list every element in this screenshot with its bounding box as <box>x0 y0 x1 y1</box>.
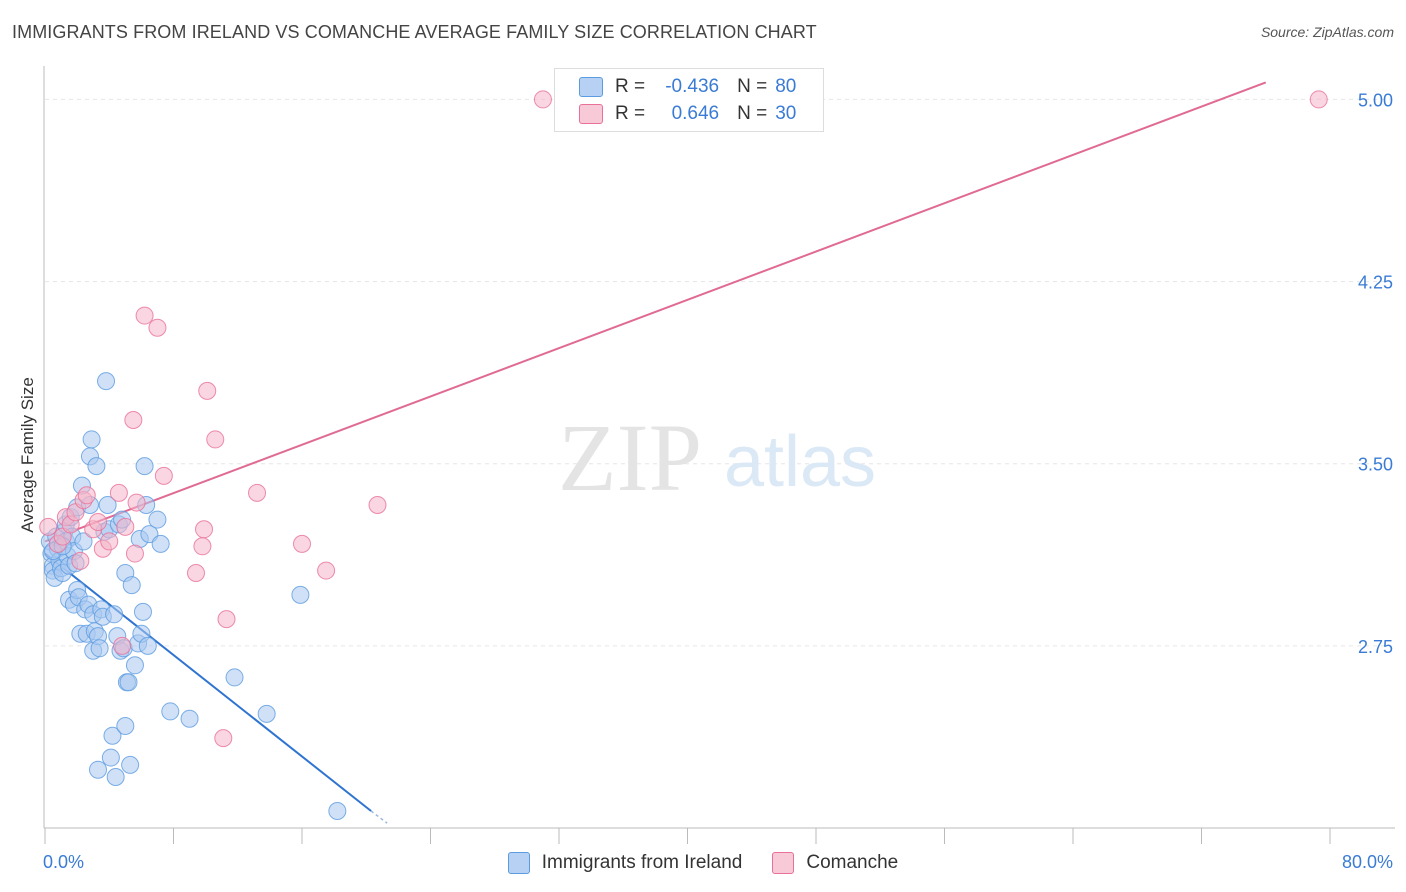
point-ireland <box>257 704 276 723</box>
point-ireland <box>135 457 154 476</box>
point-comanche <box>317 561 336 580</box>
legend-n-label: N = <box>737 103 768 124</box>
point-ireland <box>116 717 135 735</box>
point-ireland <box>101 748 120 767</box>
legend-swatch-ireland <box>579 77 603 97</box>
point-comanche <box>77 486 96 505</box>
point-comanche <box>154 466 173 485</box>
legend-n-value: 80 <box>775 76 797 97</box>
point-comanche <box>89 513 108 531</box>
point-ireland <box>133 602 152 621</box>
y-axis-label: Average Family Size <box>18 377 37 533</box>
x-tick-label-min: 0.0% <box>43 852 85 872</box>
point-ireland <box>125 656 144 675</box>
point-ireland <box>225 668 244 687</box>
point-ireland <box>97 372 116 391</box>
legend-swatch-ireland <box>507 852 530 874</box>
legend-label-comanche: Comanche <box>806 852 899 873</box>
source-label: Source: ZipAtlas.com <box>1260 24 1394 40</box>
point-ireland <box>122 576 141 595</box>
trend-line-ireland <box>44 552 372 812</box>
axes <box>43 66 1395 844</box>
point-ireland <box>148 510 167 529</box>
point-ireland <box>90 639 109 658</box>
legend-r-label: R = <box>615 76 646 97</box>
y-tick-label: 4.25 <box>1358 273 1393 293</box>
legend-row-comanche: R = 0.646 N = 30 <box>579 101 796 127</box>
legend-row-ireland: R = -0.436 N = 80 <box>579 74 796 100</box>
watermark: ZIP atlas <box>558 404 876 511</box>
data-points <box>39 90 1328 820</box>
point-ireland <box>87 457 106 476</box>
legend-r-value: 0.646 <box>671 103 720 124</box>
point-comanche <box>113 636 132 655</box>
y-tick-labels: 2.75 3.50 4.25 5.00 <box>1358 90 1393 656</box>
legend-n-value: 30 <box>775 103 797 124</box>
point-comanche <box>198 381 217 400</box>
point-ireland <box>82 430 101 449</box>
point-comanche <box>533 90 552 109</box>
point-comanche <box>125 544 144 563</box>
point-ireland <box>121 755 140 774</box>
point-ireland <box>105 605 124 624</box>
point-comanche <box>148 318 167 337</box>
y-tick-label: 2.75 <box>1358 637 1393 657</box>
legend-r-label: R = <box>615 103 646 124</box>
legend-item-comanche[interactable]: Comanche <box>772 852 898 874</box>
point-ireland <box>180 709 199 728</box>
point-comanche <box>1309 90 1328 109</box>
y-tick-label: 3.50 <box>1358 455 1393 475</box>
legend-item-ireland[interactable]: Immigrants from Ireland <box>507 852 743 874</box>
point-comanche <box>214 729 233 748</box>
point-comanche <box>116 517 135 536</box>
point-ireland <box>328 802 347 820</box>
point-comanche <box>127 493 146 512</box>
trend-lines <box>44 81 1267 824</box>
point-comanche <box>71 551 90 570</box>
point-ireland <box>98 496 117 514</box>
point-comanche <box>195 520 214 539</box>
watermark-atlas: atlas <box>724 422 876 502</box>
grid-lines <box>45 98 1390 647</box>
point-ireland <box>89 760 108 779</box>
legend-r-value: -0.436 <box>665 76 720 97</box>
point-comanche <box>186 564 205 582</box>
point-comanche <box>124 411 143 429</box>
legend-label-ireland: Immigrants from Ireland <box>541 852 743 873</box>
watermark-zip: ZIP <box>558 404 702 511</box>
point-ireland <box>106 768 125 786</box>
point-comanche <box>135 306 154 325</box>
legend-swatch-comanche <box>579 104 603 124</box>
legend-swatch-comanche <box>772 852 795 874</box>
point-ireland <box>291 585 310 604</box>
series-legend: Immigrants from Ireland Comanche <box>0 852 1406 874</box>
point-ireland <box>161 702 180 721</box>
point-comanche <box>206 430 225 449</box>
point-ireland <box>151 534 170 553</box>
x-tick-label-max: 80.0% <box>1341 852 1393 872</box>
point-comanche <box>193 537 212 556</box>
point-comanche <box>293 534 311 553</box>
point-comanche <box>248 483 267 502</box>
point-comanche <box>217 610 236 629</box>
point-ireland <box>103 726 122 745</box>
y-tick-label: 5.00 <box>1358 90 1393 110</box>
point-ireland <box>138 636 157 655</box>
point-ireland <box>74 532 93 551</box>
legend-n-label: N = <box>737 76 768 97</box>
point-comanche <box>39 517 58 536</box>
point-comanche <box>100 532 119 551</box>
point-comanche <box>109 483 128 502</box>
correlation-legend: R = -0.436 N = 80 R = 0.646 N = 30 <box>554 68 824 132</box>
trend-line-ireland-extension <box>370 810 388 824</box>
point-ireland <box>119 673 138 692</box>
chart-title: IMMIGRANTS FROM IRELAND VS COMANCHE AVER… <box>12 22 817 42</box>
point-comanche <box>368 496 387 514</box>
trend-line-comanche <box>44 81 1267 543</box>
